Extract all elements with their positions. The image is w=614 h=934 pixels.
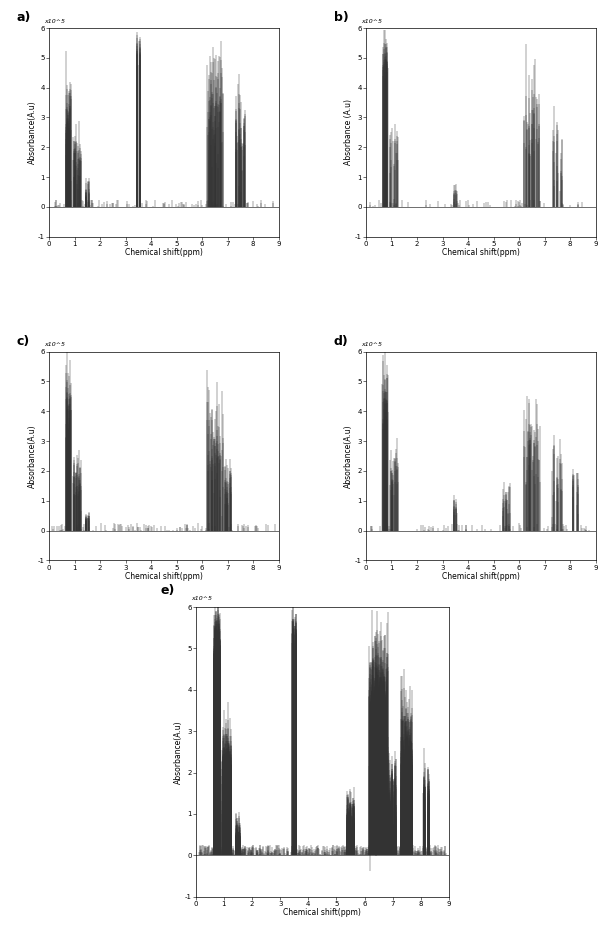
X-axis label: Chemical shift(ppm): Chemical shift(ppm) (442, 572, 519, 581)
Y-axis label: Absorbance(A.u): Absorbance(A.u) (28, 101, 37, 164)
Text: x10^5: x10^5 (45, 19, 66, 24)
X-axis label: Chemical shift(ppm): Chemical shift(ppm) (125, 248, 203, 258)
X-axis label: Chemical shift(ppm): Chemical shift(ppm) (125, 572, 203, 581)
Text: x10^5: x10^5 (45, 343, 66, 347)
Text: e): e) (160, 584, 175, 597)
Y-axis label: Absorbance(A.u): Absorbance(A.u) (174, 720, 184, 784)
Text: d): d) (334, 335, 349, 348)
X-axis label: Chemical shift(ppm): Chemical shift(ppm) (284, 908, 361, 917)
Y-axis label: Absorbance(A.u): Absorbance(A.u) (28, 424, 37, 488)
X-axis label: Chemical shift(ppm): Chemical shift(ppm) (442, 248, 519, 258)
Text: c): c) (17, 335, 30, 348)
Y-axis label: Absorbance(A.u): Absorbance(A.u) (344, 424, 354, 488)
Text: x10^5: x10^5 (362, 19, 383, 24)
Text: x10^5: x10^5 (191, 596, 212, 601)
Text: a): a) (17, 11, 31, 24)
Text: b): b) (334, 11, 349, 24)
Y-axis label: Absorbance (A.u): Absorbance (A.u) (344, 99, 354, 165)
Text: x10^5: x10^5 (362, 343, 383, 347)
